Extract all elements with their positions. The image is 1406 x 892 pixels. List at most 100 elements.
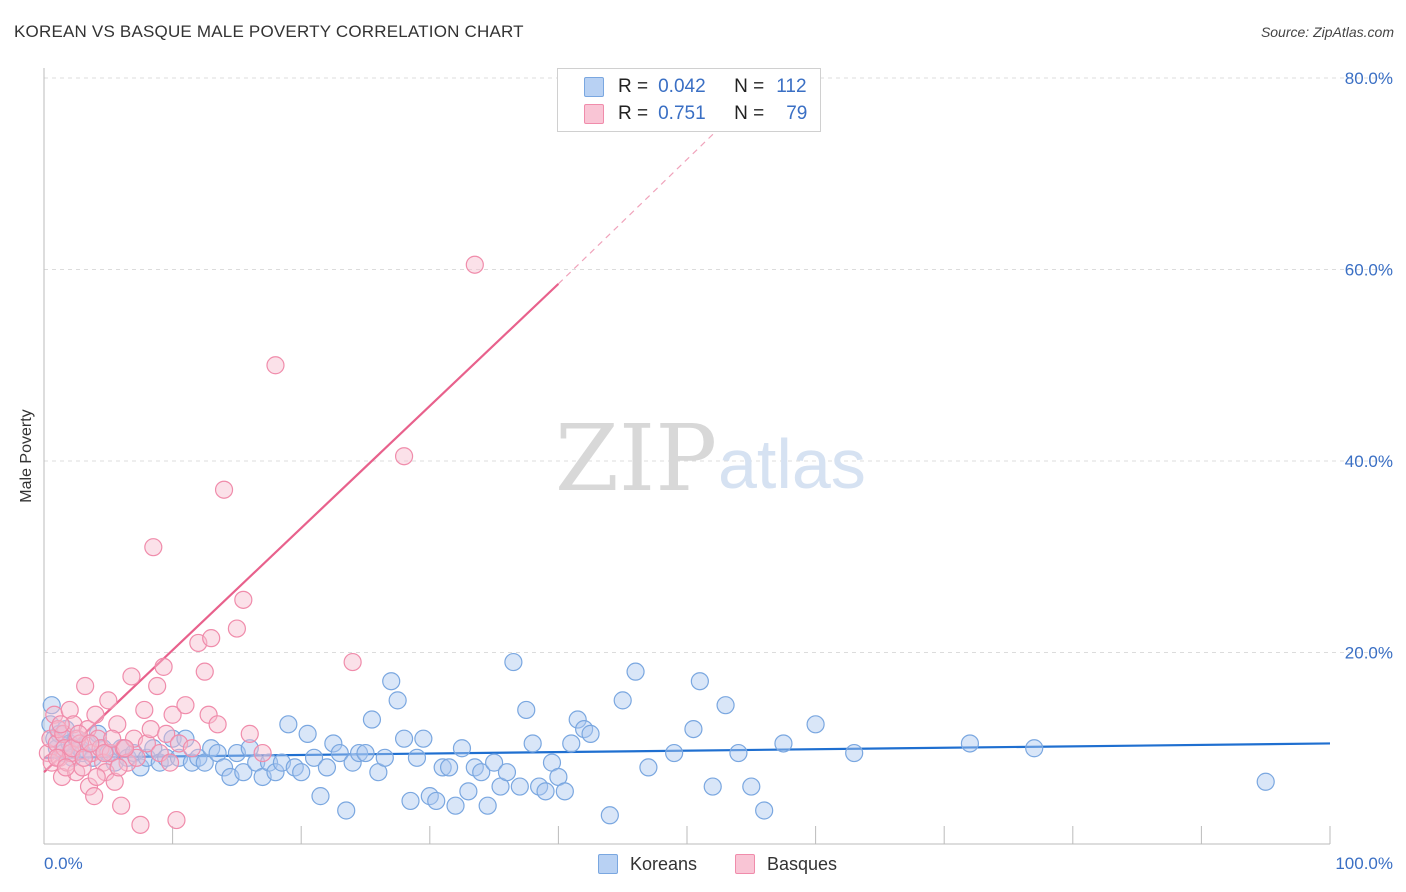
korean-point [388, 691, 407, 710]
basque-point [85, 787, 104, 806]
korean-point [394, 729, 414, 748]
basque-point [160, 753, 180, 772]
korean-point [446, 796, 465, 815]
chart-source: Source: ZipAtlas.com [1260, 24, 1394, 40]
basque-point [266, 356, 285, 375]
korean-point [382, 672, 401, 691]
korean-point [472, 763, 491, 782]
korean-point [292, 763, 311, 782]
basque-point [131, 815, 150, 834]
basque-point [135, 700, 154, 720]
legend-n-value: 112 [776, 76, 807, 97]
korean-point [690, 672, 709, 691]
korean-point [407, 748, 427, 767]
korean-point [324, 734, 343, 753]
x-tick-label: 100.0% [1335, 854, 1393, 873]
grid-lines [44, 77, 1392, 653]
basque-point [214, 480, 234, 499]
basque-point [253, 743, 272, 763]
basque-point [163, 705, 182, 724]
korean-point [562, 734, 581, 753]
basque-point [76, 676, 95, 696]
basque-point [144, 538, 163, 557]
basque-point [60, 700, 79, 720]
korean-point [742, 777, 761, 796]
basques-legend-icon [735, 854, 755, 874]
basque-point [167, 810, 186, 830]
korean-point [716, 696, 735, 715]
basque-point [79, 777, 99, 796]
korean-point [439, 758, 459, 777]
korean-point [960, 734, 980, 753]
korean-point [806, 715, 825, 734]
korean-point [330, 743, 349, 763]
korean-point [234, 763, 253, 782]
legend-n-label: N = [734, 76, 765, 97]
korean-point [523, 734, 542, 753]
korean-point [703, 777, 722, 796]
x-tick-label: 0.0% [44, 854, 83, 873]
koreans-legend-icon [598, 854, 618, 874]
korean-point [497, 763, 517, 782]
korean-point [452, 739, 472, 758]
basque-point [343, 652, 362, 672]
korean-point [317, 758, 337, 777]
korean-point [510, 777, 529, 796]
korean-point [845, 743, 864, 763]
korean-point [88, 724, 108, 743]
korean-point [613, 691, 632, 710]
basque-point [115, 739, 135, 758]
bottom-legend-koreans: Koreans [598, 851, 697, 877]
basque-point [227, 619, 246, 638]
tick-labels: 20.0% 40.0% 60.0% 80.0% 0.0% 100.0% [44, 69, 1393, 873]
watermark: ZIP atlas [555, 405, 866, 512]
basque-trend-line [43, 283, 560, 773]
watermark-zip: ZIP [555, 405, 717, 512]
basque-point [465, 255, 484, 274]
watermark-atlas: atlas [718, 425, 866, 503]
korean-point [555, 782, 574, 801]
basque-point [103, 729, 122, 748]
basque-point [182, 739, 201, 758]
basque-point [108, 715, 127, 734]
korean-point [517, 700, 536, 720]
y-tick-label: 60.0% [1345, 261, 1393, 280]
korean-point [459, 782, 478, 801]
legend-n-value: 79 [786, 103, 808, 124]
koreans-swatch-icon [584, 77, 604, 97]
korean-point [504, 652, 523, 672]
korean-point [375, 748, 394, 767]
korean-point [536, 782, 555, 801]
korean-point [266, 763, 285, 782]
basque-point [208, 715, 227, 734]
korean-point [304, 748, 324, 767]
korean-point [1025, 739, 1044, 758]
basques-legend-label: Basques [767, 853, 838, 874]
korean-point [362, 710, 382, 729]
basque-point [105, 772, 124, 791]
basque-point [157, 724, 176, 743]
korean-point [427, 791, 446, 811]
basque-point [109, 758, 128, 777]
korean-point [478, 796, 497, 815]
basque-point [56, 758, 75, 777]
korean-point [349, 743, 369, 763]
legend-n-label: N = [734, 103, 765, 124]
korean-point [259, 753, 279, 772]
basques-swatch-icon [584, 104, 604, 124]
y-tick-label: 80.0% [1345, 69, 1393, 88]
basque-point [122, 667, 141, 686]
korean-point [337, 801, 356, 820]
korean-point [729, 743, 748, 763]
korean-point [343, 753, 362, 772]
basque-point [87, 767, 106, 787]
legend-r-label: R = [618, 76, 649, 97]
basque-point [176, 696, 195, 715]
korean-point [755, 801, 774, 820]
y-tick-label: 40.0% [1345, 452, 1393, 471]
korean-point [774, 734, 793, 753]
korean-point [311, 787, 330, 806]
legend-r-value: 0.751 [658, 103, 706, 124]
basque-point [154, 657, 173, 676]
korean-point [639, 758, 658, 777]
